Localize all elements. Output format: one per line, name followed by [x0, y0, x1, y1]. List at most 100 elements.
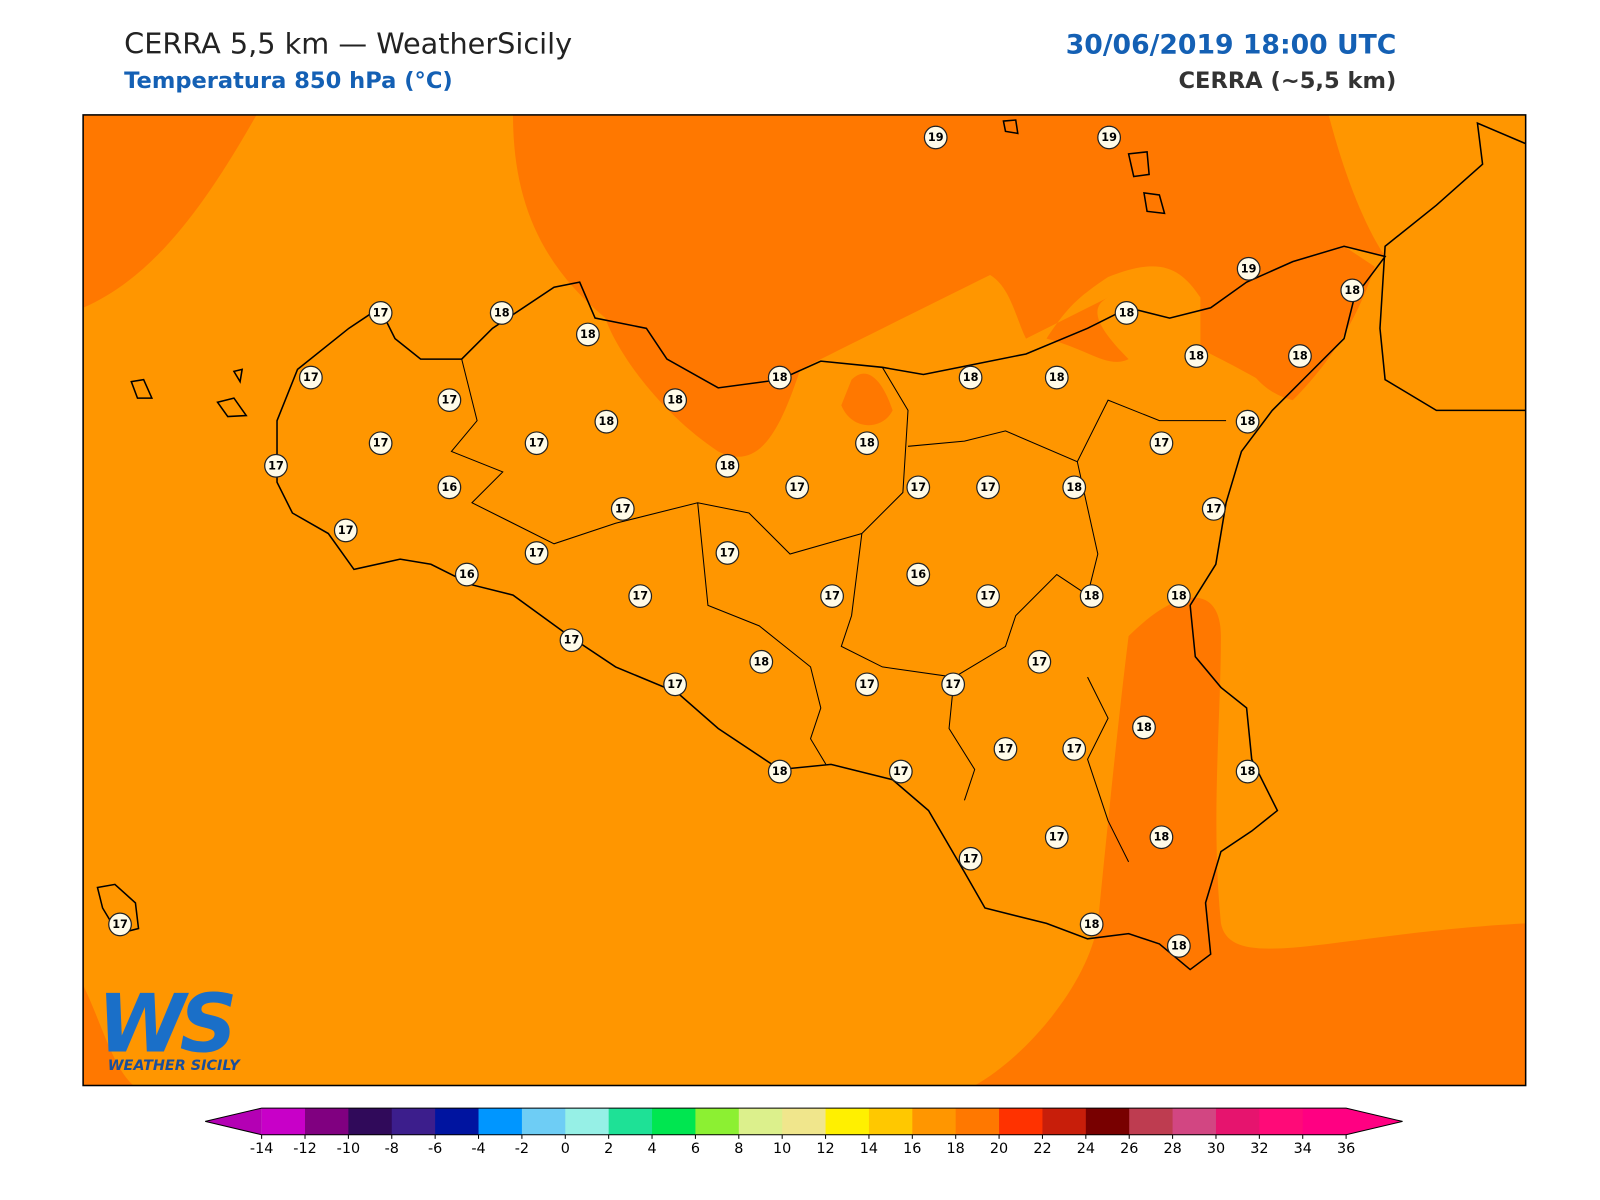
- station-value: 17: [1066, 742, 1082, 755]
- station-value: 18: [1066, 481, 1082, 494]
- warm-area: [841, 373, 893, 426]
- colorbar-tick-label: 4: [647, 1141, 656, 1157]
- station-value: 18: [1136, 721, 1152, 734]
- station-marker: [437, 475, 462, 500]
- station-value: 18: [580, 328, 596, 341]
- station-value: 17: [1206, 502, 1222, 515]
- station-value: 17: [789, 481, 805, 494]
- station-marker: [1044, 825, 1069, 850]
- station-value: 18: [1049, 371, 1065, 384]
- station-marker: [333, 518, 358, 543]
- station-marker: [524, 431, 549, 456]
- station-value: 16: [442, 481, 458, 494]
- colorbar-tick-label: -4: [471, 1141, 485, 1157]
- station-value: 18: [1084, 918, 1100, 931]
- station-value: 17: [529, 547, 545, 560]
- warm-area: [83, 984, 134, 1086]
- station-marker: [958, 846, 983, 871]
- colorbar-tick-label: -2: [515, 1141, 529, 1157]
- colorbar-tick-label: 0: [561, 1141, 570, 1157]
- station-marker: [855, 431, 879, 456]
- colorbar-tick-label: 36: [1337, 1141, 1355, 1157]
- subtitle: Temperatura 850 hPa (°C): [124, 68, 453, 94]
- station-value: 18: [494, 306, 510, 319]
- station-value: 18: [720, 459, 736, 472]
- station-value: 17: [893, 765, 909, 778]
- colorbar-segment: [955, 1108, 1000, 1135]
- colorbar-segment: [1129, 1108, 1174, 1135]
- egadi: [130, 368, 248, 418]
- colorbar: -14 -12 -10 -8 -6 -4 -2 0 2 4 6 8 10 12 14 16 18 20 22 24 26…: [205, 1107, 1403, 1157]
- station-marker: [1166, 584, 1191, 609]
- colorbar-under: [205, 1108, 262, 1135]
- date: 30/06/2019 18:00 UTC: [1066, 29, 1397, 60]
- coastlines: [96, 119, 1526, 971]
- warm-area: [513, 114, 1386, 457]
- station-value: 19: [1241, 262, 1257, 275]
- station-value: 17: [720, 547, 736, 560]
- station-value: 17: [963, 852, 979, 865]
- station-marker: [663, 672, 688, 697]
- station-value: 17: [980, 481, 996, 494]
- colorbar-segment: [478, 1108, 523, 1135]
- colorbar-tick-label: -12: [293, 1141, 316, 1157]
- colorbar-segment: [565, 1108, 610, 1135]
- station-marker: [767, 759, 792, 784]
- station-marker: [1201, 496, 1226, 521]
- station-marker: [1236, 256, 1261, 281]
- station-value: 17: [112, 918, 128, 931]
- station-value: 19: [928, 131, 944, 144]
- colorbar-tick-label: 6: [691, 1141, 700, 1157]
- station-marker: [785, 475, 810, 500]
- station-marker: [993, 737, 1018, 761]
- station-marker: [976, 584, 1000, 609]
- station-marker: [888, 759, 913, 784]
- station-marker: [298, 365, 323, 390]
- station-marker: [749, 649, 774, 674]
- station-value: 18: [963, 371, 979, 384]
- colorbar-segment: [999, 1108, 1043, 1135]
- warm-areas: [83, 114, 1526, 1086]
- colorbar-segment: [391, 1108, 436, 1135]
- station-marker: [906, 562, 931, 587]
- logo: WS WEATHER SICILY: [97, 978, 241, 1074]
- colorbar-tick-label: 8: [734, 1141, 743, 1157]
- station-marker: [108, 912, 132, 937]
- colorbar-segment: [1259, 1108, 1304, 1135]
- station-value: 17: [564, 634, 580, 647]
- colorbar-tick-label: 2: [604, 1141, 613, 1157]
- logo-mark: WS: [97, 978, 233, 1071]
- station-value: 17: [303, 371, 319, 384]
- station-value: 18: [1154, 831, 1170, 844]
- station-marker: [1114, 301, 1139, 325]
- station-value: 17: [945, 678, 961, 691]
- station-value: 18: [772, 765, 788, 778]
- colorbar-segment: [348, 1108, 393, 1135]
- colorbar-segment: [435, 1108, 480, 1135]
- station-value: 17: [268, 459, 284, 472]
- station-value: 18: [1188, 350, 1204, 363]
- station-value: 17: [998, 742, 1014, 755]
- colorbar-over: [1346, 1108, 1403, 1135]
- station-marker: [1062, 737, 1087, 761]
- colorbar-tick-label: -6: [428, 1141, 442, 1157]
- station-value: 18: [1171, 939, 1187, 952]
- station-value: 16: [910, 568, 926, 581]
- colorbar-tick-label: 12: [816, 1141, 834, 1157]
- station-marker: [368, 431, 393, 456]
- colorbar-segment: [521, 1108, 566, 1135]
- station-marker: [855, 672, 879, 697]
- station-marker: [1132, 715, 1156, 740]
- colorbar-segment: [825, 1108, 870, 1135]
- station-marker: [715, 541, 740, 565]
- warm-area: [974, 597, 1526, 1086]
- station-value: 17: [338, 524, 354, 537]
- station-marker: [923, 125, 948, 150]
- station-marker: [437, 388, 462, 413]
- station-marker: [663, 388, 688, 413]
- colorbar-segment: [305, 1108, 349, 1135]
- station-value: 18: [1292, 350, 1308, 363]
- sicily-coast: [276, 245, 1387, 971]
- station-marker: [715, 453, 740, 478]
- colorbar-tick-label: 16: [903, 1141, 921, 1157]
